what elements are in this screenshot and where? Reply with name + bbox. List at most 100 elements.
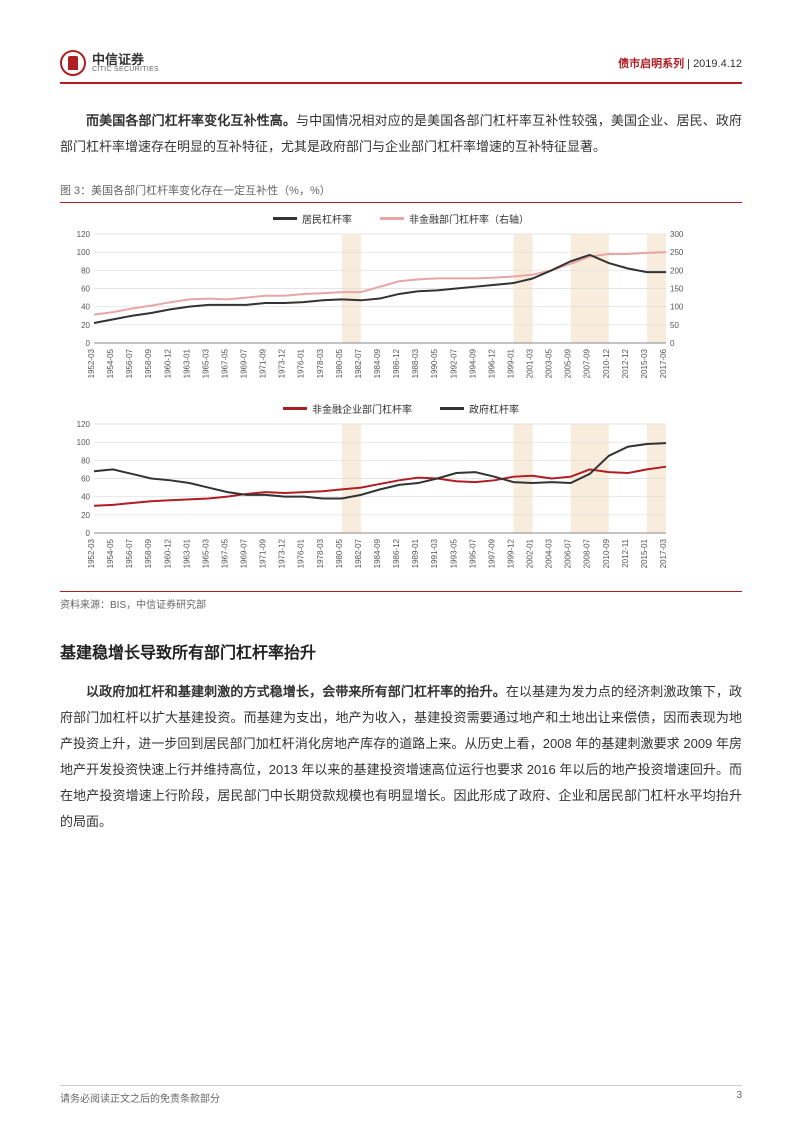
figure3-chart2: 非金融企业部门杠杆率 政府杠杆率 0 20 40 60 80 100 120 1952-03 1… (60, 401, 742, 585)
svg-text:1994-09: 1994-09 (468, 348, 477, 378)
svg-text:2003-05: 2003-05 (545, 348, 554, 378)
svg-text:1989-01: 1989-01 (411, 538, 420, 568)
figure3-title: 图 3：美国各部门杠杆率变化存在一定互补性（%，%） (60, 182, 742, 203)
legend-label-corp: 非金融企业部门杠杆率 (312, 401, 412, 416)
svg-text:1958-09: 1958-09 (144, 538, 153, 568)
svg-text:2017-03: 2017-03 (659, 538, 668, 568)
svg-text:1993-05: 1993-05 (449, 538, 458, 568)
figure3-chart1: 居民杠杆率 非金融部门杠杆率（右轴） 020406080100120050100… (60, 211, 742, 395)
svg-text:0: 0 (670, 339, 675, 348)
svg-text:1976-01: 1976-01 (297, 538, 306, 568)
svg-text:50: 50 (670, 321, 679, 330)
svg-text:1986-12: 1986-12 (392, 538, 401, 568)
svg-text:0: 0 (86, 529, 91, 538)
svg-text:1956-07: 1956-07 (125, 538, 134, 568)
svg-text:1980-05: 1980-05 (335, 538, 344, 568)
svg-text:100: 100 (77, 248, 91, 257)
svg-text:60: 60 (81, 475, 90, 484)
svg-text:0: 0 (86, 339, 91, 348)
svg-text:2017-06: 2017-06 (659, 348, 668, 378)
svg-text:80: 80 (81, 456, 90, 465)
svg-text:1984-09: 1984-09 (373, 538, 382, 568)
legend-item-corp: 非金融企业部门杠杆率 (283, 401, 412, 416)
svg-text:150: 150 (670, 285, 684, 294)
svg-text:1992-07: 1992-07 (449, 348, 458, 378)
header-series: 债市启明系列 (618, 58, 684, 70)
svg-text:100: 100 (670, 303, 684, 312)
svg-text:2010-09: 2010-09 (602, 538, 611, 568)
svg-text:2006-07: 2006-07 (564, 538, 573, 568)
svg-text:20: 20 (81, 511, 90, 520)
para2-body: 在以基建为发力点的经济刺激政策下，政府部门加杠杆以扩大基建投资。而基建为支出，地… (60, 684, 742, 829)
svg-text:1969-07: 1969-07 (240, 538, 249, 568)
svg-text:1971-09: 1971-09 (259, 348, 268, 378)
svg-text:200: 200 (670, 266, 684, 275)
svg-text:1997-09: 1997-09 (487, 538, 496, 568)
para2-lead: 以政府加杠杆和基建刺激的方式稳增长，会带来所有部门杠杆率的抬升。 (86, 684, 506, 699)
svg-text:250: 250 (670, 248, 684, 257)
svg-text:1965-03: 1965-03 (201, 538, 210, 568)
svg-text:60: 60 (81, 285, 90, 294)
svg-text:1982-07: 1982-07 (354, 538, 363, 568)
svg-text:1969-07: 1969-07 (240, 348, 249, 378)
logo-cn: 中信证券 (92, 53, 159, 66)
figure3-source: 资料来源：BIS，中信证券研究部 (60, 591, 742, 611)
legend-swatch-gov (440, 407, 464, 410)
svg-text:1988-03: 1988-03 (411, 348, 420, 378)
svg-text:40: 40 (81, 303, 90, 312)
header-meta: 债市启明系列 | 2019.4.12 (618, 55, 742, 71)
svg-text:2008-07: 2008-07 (583, 538, 592, 568)
svg-text:1956-07: 1956-07 (125, 348, 134, 378)
svg-text:1973-12: 1973-12 (278, 538, 287, 568)
svg-text:1999-01: 1999-01 (506, 348, 515, 378)
svg-text:2001-03: 2001-03 (526, 348, 535, 378)
page-header: 中信证券 CITIC SECURITIES 债市启明系列 | 2019.4.12 (60, 50, 742, 84)
svg-text:2010-12: 2010-12 (602, 348, 611, 378)
legend-item-resident: 居民杠杆率 (273, 211, 352, 226)
legend-swatch-nonfin (380, 217, 404, 220)
svg-text:1978-03: 1978-03 (316, 538, 325, 568)
svg-text:40: 40 (81, 493, 90, 502)
svg-text:1999-12: 1999-12 (506, 538, 515, 568)
legend-swatch-resident (273, 217, 297, 220)
svg-text:1965-03: 1965-03 (201, 348, 210, 378)
header-date: 2019.4.12 (693, 58, 742, 70)
logo: 中信证券 CITIC SECURITIES (60, 50, 159, 76)
section-heading: 基建稳增长导致所有部门杠杆率抬升 (60, 639, 742, 663)
svg-text:300: 300 (670, 230, 684, 239)
svg-text:1982-07: 1982-07 (354, 348, 363, 378)
legend-item-gov: 政府杠杆率 (440, 401, 519, 416)
svg-text:1952-03: 1952-03 (87, 348, 96, 378)
chart2-legend: 非金融企业部门杠杆率 政府杠杆率 (60, 401, 742, 416)
svg-text:1995-07: 1995-07 (468, 538, 477, 568)
svg-text:2007-09: 2007-09 (583, 348, 592, 378)
svg-text:1996-12: 1996-12 (487, 348, 496, 378)
svg-text:2012-11: 2012-11 (621, 538, 630, 567)
logo-en: CITIC SECURITIES (92, 66, 159, 73)
svg-text:2004-03: 2004-03 (545, 538, 554, 568)
svg-text:1984-09: 1984-09 (373, 348, 382, 378)
svg-text:2015-03: 2015-03 (640, 348, 649, 378)
svg-text:1963-01: 1963-01 (182, 348, 191, 378)
svg-text:1978-03: 1978-03 (316, 348, 325, 378)
svg-text:1980-05: 1980-05 (335, 348, 344, 378)
svg-text:1967-05: 1967-05 (220, 348, 229, 378)
chart2-svg: 0 20 40 60 80 100 120 1952-03 1954-05 1956-07 1958… (60, 420, 700, 585)
svg-text:1954-05: 1954-05 (106, 348, 115, 378)
legend-swatch-corp (283, 407, 307, 410)
svg-text:1967-05: 1967-05 (220, 538, 229, 568)
chart1-svg: 0204060801001200501001502002503001952-03… (60, 230, 700, 395)
svg-text:1963-01: 1963-01 (182, 538, 191, 568)
svg-text:1976-01: 1976-01 (297, 348, 306, 378)
svg-text:1954-05: 1954-05 (106, 538, 115, 568)
svg-text:1960-12: 1960-12 (163, 538, 172, 568)
svg-text:80: 80 (81, 266, 90, 275)
svg-text:1958-09: 1958-09 (144, 348, 153, 378)
svg-text:1986-12: 1986-12 (392, 348, 401, 378)
page-footer: 请务必阅读正文之后的免责条款部分 3 (60, 1085, 742, 1105)
svg-text:1952-03: 1952-03 (87, 538, 96, 568)
svg-text:100: 100 (77, 438, 91, 447)
svg-text:2002-01: 2002-01 (526, 538, 535, 568)
svg-text:120: 120 (77, 420, 91, 429)
logo-icon (60, 50, 86, 76)
